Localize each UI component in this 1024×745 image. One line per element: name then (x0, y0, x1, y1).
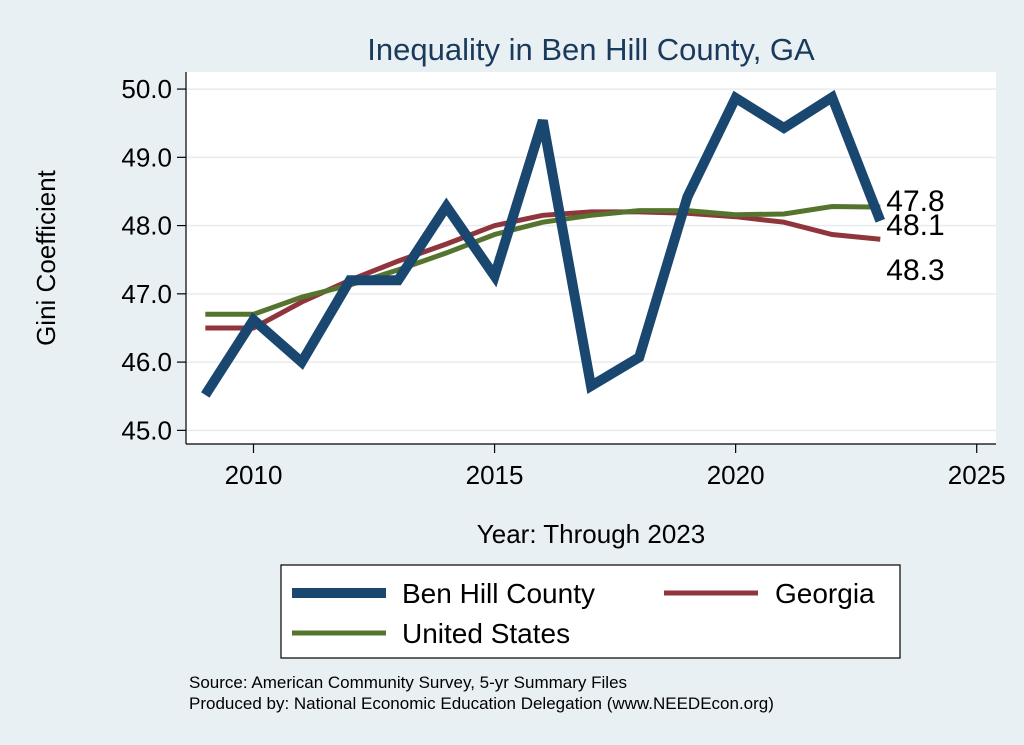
axes: 45.0 46.0 47.0 48.0 49.0 50.0 2010 2015 2020 2025 (121, 72, 1006, 490)
series-lines (201, 89, 885, 398)
series-line-ben-hill-county (201, 89, 885, 398)
y-axis-title: Gini Coefficient (31, 169, 61, 346)
legend-box (280, 564, 901, 659)
x-tick-label: 2025 (948, 460, 1006, 490)
legend-label-georgia: Georgia (775, 578, 875, 609)
x-tick-label: 2015 (466, 460, 524, 490)
y-tick-label: 46.0 (121, 347, 172, 377)
x-tick-label: 2010 (225, 460, 283, 490)
produced-by-note: Produced by: National Economic Education… (189, 694, 774, 713)
y-tick-label: 47.0 (121, 279, 172, 309)
end-label-georgia: 47.8 (886, 185, 944, 218)
legend-label-ben-hill-county: Ben Hill County (402, 578, 595, 609)
x-tick-label: 2020 (707, 460, 765, 490)
legend: Ben Hill County Georgia United States (280, 564, 901, 659)
y-tick-label: 50.0 (121, 74, 172, 104)
legend-label-united-states: United States (402, 618, 570, 649)
x-axis-title: Year: Through 2023 (477, 519, 705, 549)
chart-title: Inequality in Ben Hill County, GA (367, 32, 815, 67)
y-tick-label: 49.0 (121, 142, 172, 172)
y-tick-label: 45.0 (121, 415, 172, 445)
source-note: Source: American Community Survey, 5-yr … (189, 673, 627, 692)
y-tick-label: 48.0 (121, 211, 172, 241)
end-label-united-states: 48.3 (886, 254, 944, 287)
end-labels: 48.147.8 48.3 (886, 185, 944, 287)
series-line-united-states (205, 203, 881, 317)
end-label-ben-hill-county: 48.1 (886, 209, 944, 242)
